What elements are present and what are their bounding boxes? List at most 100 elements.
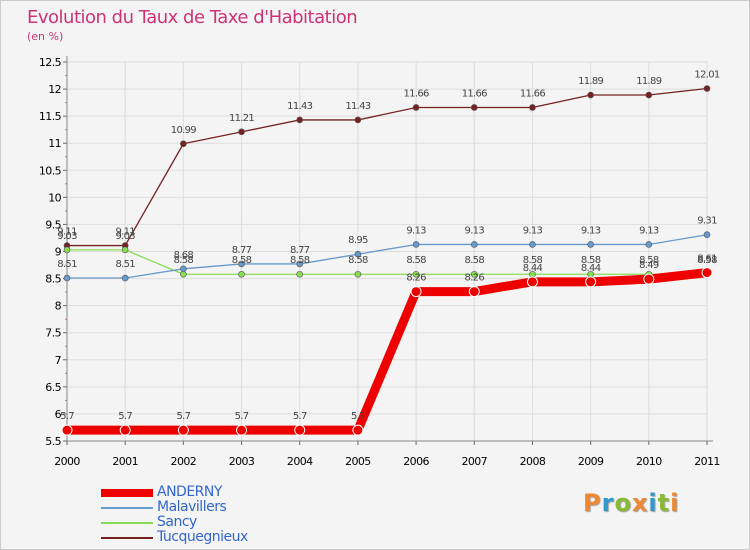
data-label-sancy: 8.58: [348, 255, 368, 266]
data-label-tucquegnieux: 11.21: [229, 113, 254, 124]
data-label-malavillers: 8.51: [115, 259, 135, 270]
data-label-tucquegnieux: 9.11: [115, 227, 135, 238]
chart-subtitle: (en %): [27, 30, 64, 43]
grid: [66, 61, 708, 442]
x-tick-label: 2008: [520, 455, 546, 468]
data-point-anderny: [119, 424, 131, 436]
y-tick-label: 7.5: [45, 327, 61, 340]
data-point-tucquegnieux: [296, 116, 304, 124]
legend-swatch: [101, 522, 153, 524]
y-tick-label: 7: [55, 354, 62, 367]
logo-letter: o: [614, 489, 632, 517]
data-label-malavillers: 8.77: [232, 245, 252, 256]
x-tick-label: 2002: [171, 455, 197, 468]
data-label-malavillers: 8.95: [348, 235, 368, 246]
data-label-tucquegnieux: 11.66: [404, 88, 429, 99]
data-label-tucquegnieux: 11.89: [578, 76, 603, 87]
data-label-malavillers: 9.13: [523, 225, 543, 236]
data-point-malavillers: [296, 260, 304, 268]
x-tick-label: 2009: [578, 455, 604, 468]
data-label-anderny: 8.61: [697, 254, 717, 265]
data-point-anderny: [410, 286, 422, 298]
logo-letter: t: [657, 489, 671, 517]
data-point-anderny: [701, 267, 713, 279]
y-tick-label: 6.5: [45, 381, 61, 394]
x-tick-label: 2006: [403, 455, 429, 468]
data-label-tucquegnieux: 11.66: [462, 88, 487, 99]
data-label-tucquegnieux: 9.11: [57, 227, 77, 238]
data-label-sancy: 8.58: [290, 255, 310, 266]
data-label-sancy: 9.03: [57, 231, 77, 242]
legend-swatch: [101, 489, 153, 497]
legend-swatch: [101, 537, 153, 539]
legend-swatch: [101, 507, 153, 509]
data-point-malavillers: [238, 260, 245, 268]
data-label-anderny: 5.7: [351, 411, 365, 422]
x-tick-label: 2001: [112, 455, 138, 468]
logo-letter: r: [601, 489, 615, 517]
data-point-malavillers: [703, 231, 711, 239]
y-tick-label: 11: [48, 137, 61, 150]
series-line-tucquegnieux: [66, 87, 708, 247]
y-tick-label: 11.5: [39, 110, 62, 123]
data-labels: 5.7 5.7 5.7 5.7 5.7 5.78.26 8.268.44 8.44 8.498.…: [57, 70, 720, 423]
y-tick-label: 8: [55, 300, 62, 313]
data-point-tucquegnieux: [529, 104, 536, 111]
legend-label: Tucquegnieux: [157, 529, 248, 545]
proxiti-logo: Proxiti: [583, 489, 679, 517]
chart-title: Evolution du Taux de Taxe d'Habitation: [27, 7, 358, 28]
y-tick-label: 10.5: [39, 164, 62, 177]
y-tick-label: 10: [48, 191, 61, 204]
series-line-anderny: [62, 268, 712, 435]
data-label-malavillers: 9.31: [697, 216, 717, 227]
logo-letter: x: [631, 489, 649, 517]
data-point-tucquegnieux: [354, 116, 362, 124]
data-point-malavillers: [63, 274, 71, 282]
data-label-sancy: 8.58: [232, 255, 252, 266]
y-tick-label: 12.5: [39, 56, 62, 69]
data-label-anderny: 8.44: [523, 263, 543, 274]
data-label-sancy: 8.58: [406, 255, 426, 266]
legend-label: Malavillers: [157, 499, 227, 515]
data-label-anderny: 5.7: [60, 411, 74, 422]
data-point-tucquegnieux: [412, 104, 420, 111]
x-tick-label: 2004: [287, 455, 313, 468]
data-label-tucquegnieux: 11.43: [345, 101, 370, 112]
data-point-malavillers: [354, 250, 362, 258]
data-point-malavillers: [180, 265, 187, 273]
data-point-tucquegnieux: [587, 91, 594, 99]
data-label-sancy: 8.58: [465, 255, 485, 266]
data-label-anderny: 5.7: [176, 411, 190, 422]
data-label-tucquegnieux: 11.89: [636, 76, 661, 87]
data-point-malavillers: [529, 241, 536, 248]
data-label-anderny: 5.7: [235, 411, 249, 422]
data-label-anderny: 8.26: [406, 273, 426, 284]
data-label-malavillers: 8.77: [290, 245, 310, 256]
data-label-sancy: 8.58: [174, 255, 194, 266]
series-line-malavillers: [66, 234, 708, 279]
data-point-sancy: [121, 246, 129, 254]
data-label-malavillers: 8.68: [174, 250, 194, 261]
legend-label: Sancy: [157, 514, 197, 530]
data-point-anderny: [643, 273, 655, 285]
data-point-sancy: [238, 270, 245, 278]
data-point-tucquegnieux: [645, 91, 653, 99]
data-point-tucquegnieux: [180, 140, 187, 148]
y-tick-label: 9.5: [45, 218, 61, 231]
data-point-malavillers: [645, 241, 653, 248]
data-point-anderny: [177, 424, 189, 436]
x-tick-label: 2011: [694, 455, 720, 468]
data-point-anderny: [468, 286, 480, 298]
data-point-malavillers: [121, 274, 129, 282]
x-tick-label: 2007: [461, 455, 487, 468]
x-tick-label: 2000: [54, 455, 80, 468]
data-label-tucquegnieux: 12.01: [694, 70, 719, 81]
y-tick-label: 6: [55, 408, 62, 421]
data-point-malavillers: [470, 241, 478, 248]
data-label-anderny: 8.44: [581, 263, 601, 274]
data-label-tucquegnieux: 10.99: [171, 125, 196, 136]
data-point-tucquegnieux: [470, 104, 478, 111]
data-point-anderny: [526, 276, 538, 288]
